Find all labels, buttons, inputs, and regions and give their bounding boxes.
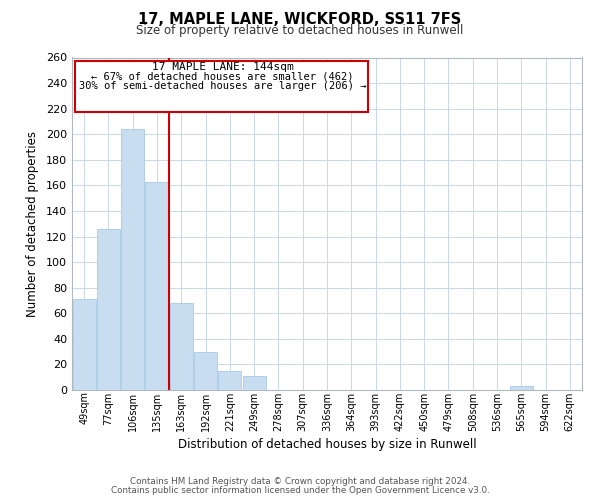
Y-axis label: Number of detached properties: Number of detached properties: [26, 130, 39, 317]
Text: 17 MAPLE LANE: 144sqm: 17 MAPLE LANE: 144sqm: [152, 62, 293, 72]
Text: 17, MAPLE LANE, WICKFORD, SS11 7FS: 17, MAPLE LANE, WICKFORD, SS11 7FS: [139, 12, 461, 28]
Text: Contains HM Land Registry data © Crown copyright and database right 2024.: Contains HM Land Registry data © Crown c…: [130, 477, 470, 486]
Text: Size of property relative to detached houses in Runwell: Size of property relative to detached ho…: [136, 24, 464, 37]
Text: 30% of semi-detached houses are larger (206) →: 30% of semi-detached houses are larger (…: [79, 82, 366, 92]
Bar: [242, 376, 266, 390]
Bar: [73, 299, 95, 390]
Text: ← 67% of detached houses are smaller (462): ← 67% of detached houses are smaller (46…: [91, 72, 354, 82]
Bar: [170, 303, 193, 390]
X-axis label: Distribution of detached houses by size in Runwell: Distribution of detached houses by size …: [178, 438, 476, 450]
Text: Contains public sector information licensed under the Open Government Licence v3: Contains public sector information licen…: [110, 486, 490, 495]
Bar: [145, 182, 169, 390]
Bar: [194, 352, 217, 390]
Bar: [121, 129, 144, 390]
FancyBboxPatch shape: [74, 61, 368, 112]
Bar: [218, 371, 241, 390]
Bar: [510, 386, 533, 390]
Bar: [97, 229, 120, 390]
